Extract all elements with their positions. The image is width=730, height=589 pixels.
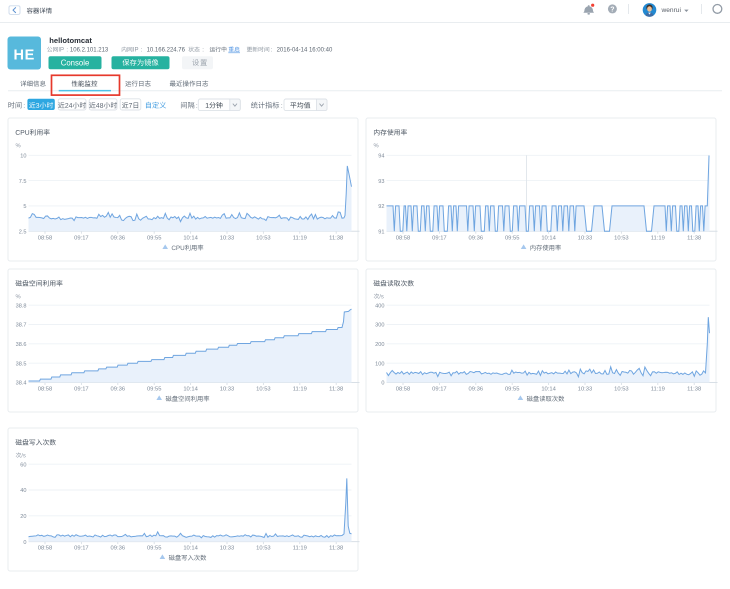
svg-text:11:19: 11:19 bbox=[651, 235, 665, 241]
svg-text:38.6: 38.6 bbox=[16, 342, 27, 348]
svg-text:wenrui: wenrui bbox=[661, 7, 682, 14]
svg-text:08:58: 08:58 bbox=[38, 387, 53, 393]
svg-text:10: 10 bbox=[20, 154, 26, 160]
svg-text:09:55: 09:55 bbox=[147, 387, 162, 393]
svg-text:?: ? bbox=[610, 6, 614, 13]
svg-text::: : bbox=[23, 101, 25, 110]
svg-text:11:38: 11:38 bbox=[329, 387, 343, 393]
svg-text:09:36: 09:36 bbox=[469, 387, 484, 393]
svg-text:09:55: 09:55 bbox=[147, 546, 162, 552]
svg-text:10:33: 10:33 bbox=[220, 387, 235, 393]
svg-text:10:14: 10:14 bbox=[183, 235, 198, 241]
svg-text:IP: IP bbox=[133, 48, 139, 54]
svg-text:09:17: 09:17 bbox=[432, 235, 447, 241]
svg-text:09:55: 09:55 bbox=[505, 235, 520, 241]
svg-text:93: 93 bbox=[378, 179, 384, 185]
svg-text:10.166.224.76: 10.166.224.76 bbox=[147, 48, 186, 54]
svg-text:100: 100 bbox=[375, 361, 384, 367]
svg-text:2.5: 2.5 bbox=[19, 229, 27, 235]
svg-text::: : bbox=[271, 48, 273, 54]
svg-text:300: 300 bbox=[375, 323, 384, 329]
svg-text:400: 400 bbox=[375, 303, 384, 309]
svg-text:11:19: 11:19 bbox=[293, 546, 307, 552]
svg-text:hellotomcat: hellotomcat bbox=[49, 36, 92, 45]
svg-text:10:33: 10:33 bbox=[578, 387, 593, 393]
svg-text:0: 0 bbox=[381, 381, 384, 387]
svg-text:11:38: 11:38 bbox=[687, 387, 701, 393]
svg-text:10:53: 10:53 bbox=[256, 235, 271, 241]
svg-text:11:19: 11:19 bbox=[293, 235, 307, 241]
svg-text:10:53: 10:53 bbox=[614, 387, 629, 393]
svg-text:10:53: 10:53 bbox=[256, 387, 271, 393]
svg-text:38.4: 38.4 bbox=[16, 381, 27, 387]
svg-text:38.7: 38.7 bbox=[16, 323, 27, 329]
svg-text:08:58: 08:58 bbox=[396, 235, 411, 241]
svg-text:10:14: 10:14 bbox=[183, 546, 198, 552]
svg-text:20: 20 bbox=[20, 514, 26, 520]
svg-text:09:55: 09:55 bbox=[505, 387, 520, 393]
svg-text:09:17: 09:17 bbox=[74, 235, 89, 241]
svg-text:92: 92 bbox=[378, 204, 384, 210]
svg-text:94: 94 bbox=[378, 154, 384, 160]
svg-text:11:19: 11:19 bbox=[651, 387, 665, 393]
svg-text:11:38: 11:38 bbox=[329, 235, 343, 241]
svg-text:09:36: 09:36 bbox=[469, 235, 484, 241]
svg-text:10:53: 10:53 bbox=[614, 235, 629, 241]
svg-text::: : bbox=[196, 101, 198, 110]
svg-text:10:14: 10:14 bbox=[541, 387, 556, 393]
svg-text:08:58: 08:58 bbox=[396, 387, 411, 393]
svg-text:09:17: 09:17 bbox=[74, 387, 89, 393]
svg-text:09:36: 09:36 bbox=[111, 546, 126, 552]
svg-text:08:58: 08:58 bbox=[38, 235, 53, 241]
svg-text::: : bbox=[66, 48, 68, 54]
svg-text:09:17: 09:17 bbox=[74, 546, 89, 552]
svg-text:40: 40 bbox=[20, 488, 26, 494]
svg-text:11:19: 11:19 bbox=[293, 387, 307, 393]
svg-text:IP: IP bbox=[58, 48, 64, 54]
svg-text:7.5: 7.5 bbox=[19, 179, 27, 185]
svg-text:09:36: 09:36 bbox=[111, 387, 126, 393]
svg-text:10:33: 10:33 bbox=[578, 235, 593, 241]
svg-text:Console: Console bbox=[61, 58, 90, 67]
svg-text:38.5: 38.5 bbox=[16, 361, 27, 367]
svg-text:10:14: 10:14 bbox=[541, 235, 556, 241]
svg-text:38.8: 38.8 bbox=[16, 303, 27, 309]
svg-text:2016-04-14 16:00:40: 2016-04-14 16:00:40 bbox=[277, 48, 333, 54]
svg-text:10:33: 10:33 bbox=[220, 546, 235, 552]
svg-text:200: 200 bbox=[375, 342, 384, 348]
svg-text::: : bbox=[202, 48, 204, 54]
svg-text:HE: HE bbox=[14, 48, 35, 64]
svg-text:5: 5 bbox=[23, 204, 26, 210]
svg-text:91: 91 bbox=[378, 229, 384, 235]
svg-text::: : bbox=[281, 101, 283, 110]
svg-text:09:36: 09:36 bbox=[111, 235, 126, 241]
svg-text:0: 0 bbox=[23, 540, 26, 546]
svg-text:11:38: 11:38 bbox=[687, 235, 701, 241]
svg-text:11:38: 11:38 bbox=[329, 546, 343, 552]
svg-text:10:14: 10:14 bbox=[183, 387, 198, 393]
svg-text:08:58: 08:58 bbox=[38, 546, 53, 552]
svg-text::: : bbox=[141, 48, 143, 54]
svg-text:09:17: 09:17 bbox=[432, 387, 447, 393]
svg-text:09:55: 09:55 bbox=[147, 235, 162, 241]
svg-text:60: 60 bbox=[20, 462, 26, 468]
svg-text:10:33: 10:33 bbox=[220, 235, 235, 241]
svg-text:106.2.101.213: 106.2.101.213 bbox=[70, 48, 109, 54]
svg-text:10:53: 10:53 bbox=[256, 546, 271, 552]
